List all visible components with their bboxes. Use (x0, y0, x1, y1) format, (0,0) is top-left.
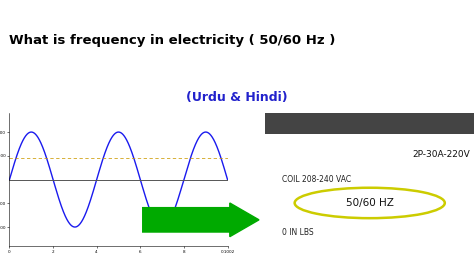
FancyArrow shape (142, 203, 259, 237)
Text: (Urdu & Hindi): (Urdu & Hindi) (186, 92, 288, 104)
Text: 0 IN LBS: 0 IN LBS (282, 227, 314, 236)
Text: COIL 208-240 VAC: COIL 208-240 VAC (282, 175, 351, 184)
Text: 2P-30A-220V: 2P-30A-220V (412, 150, 470, 159)
Text: 50/60 HZ: 50/60 HZ (346, 198, 394, 208)
Text: What is frequency in electricity ( 50/60 Hz ): What is frequency in electricity ( 50/60… (9, 34, 336, 47)
Bar (265, 113, 474, 134)
